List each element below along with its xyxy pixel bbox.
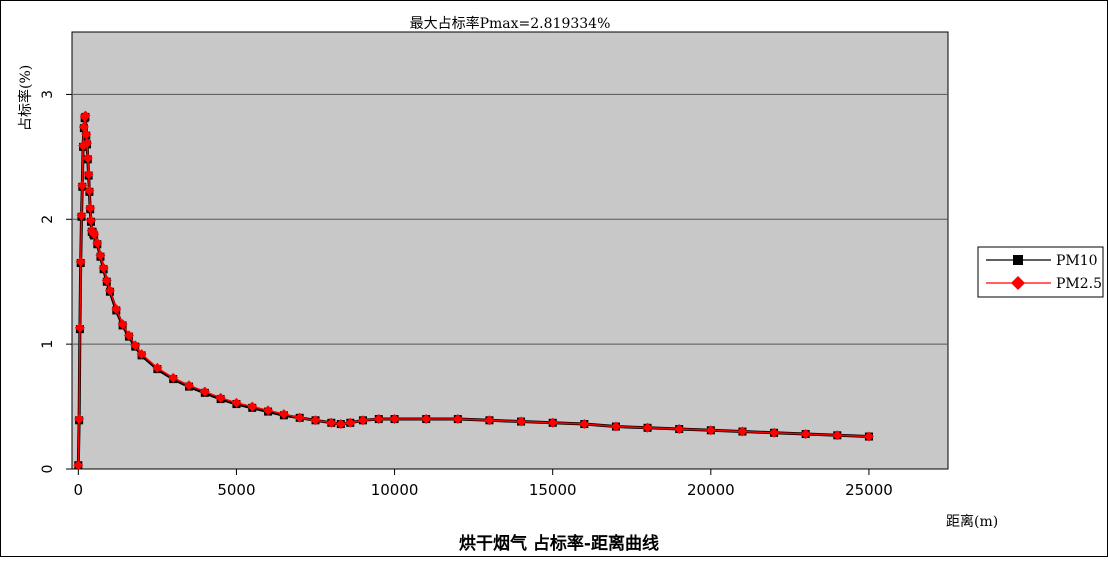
y-tick-label: 3 xyxy=(40,90,56,99)
plot-area xyxy=(71,31,949,470)
point-pm25 xyxy=(98,262,109,273)
x-tick-label: 20000 xyxy=(687,481,735,499)
point-pm25 xyxy=(863,431,874,442)
point-pm25 xyxy=(92,238,103,249)
point-pm25 xyxy=(104,285,115,296)
point-pm25 xyxy=(294,412,305,423)
point-pm25 xyxy=(389,414,400,425)
point-pm25 xyxy=(263,405,274,416)
point-pm25 xyxy=(82,138,93,149)
point-pm25 xyxy=(278,409,289,420)
legend: PM10 PM2.5 xyxy=(977,246,1104,298)
x-tick-label: 25000 xyxy=(845,481,893,499)
point-pm25 xyxy=(642,422,653,433)
point-pm25 xyxy=(345,417,356,428)
point-pm25 xyxy=(184,380,195,391)
point-pm25 xyxy=(74,322,85,333)
point-pm25 xyxy=(800,429,811,440)
point-pm25 xyxy=(78,121,89,132)
point-pm25 xyxy=(136,349,147,360)
point-pm25 xyxy=(674,424,685,435)
x-tick-label: 15000 xyxy=(529,481,577,499)
point-pm25 xyxy=(85,203,96,214)
point-pm25 xyxy=(83,169,94,180)
point-pm25 xyxy=(547,417,558,428)
point-pm25 xyxy=(75,256,86,267)
point-pm25 xyxy=(152,362,163,373)
point-pm25 xyxy=(452,414,463,425)
y-tick-label: 0 xyxy=(40,465,56,474)
point-pm25 xyxy=(705,425,716,436)
point-pm25 xyxy=(74,414,85,425)
point-pm25 xyxy=(610,421,621,432)
point-pm25 xyxy=(81,129,92,140)
point-pm25 xyxy=(335,419,346,430)
point-pm25 xyxy=(737,426,748,437)
point-pm25 xyxy=(168,372,179,383)
x-tick-label: 0 xyxy=(74,481,84,499)
axes: 0 1 2 3 0 5000 10000 15000 20000 25000 xyxy=(40,90,893,499)
point-pm25 xyxy=(80,110,91,121)
series-layer xyxy=(73,110,874,471)
point-pm25 xyxy=(326,417,337,428)
y-axis-label: 占标率(%) xyxy=(17,65,34,131)
point-pm25 xyxy=(84,185,95,196)
point-pm25 xyxy=(357,415,368,426)
point-pm25 xyxy=(247,401,258,412)
point-pm25 xyxy=(89,229,100,240)
point-pm25 xyxy=(76,210,87,221)
point-pm25 xyxy=(117,319,128,330)
x-axis-label: 距离(m) xyxy=(946,513,998,530)
legend-marker-pm25 xyxy=(1011,276,1025,290)
legend-label-pm10: PM10 xyxy=(1056,253,1098,269)
point-pm25 xyxy=(101,275,112,286)
point-pm25 xyxy=(579,419,590,430)
chart-title: 最大占标率Pmax=2.819334% xyxy=(410,15,611,32)
x-tick-label: 10000 xyxy=(371,481,419,499)
grid-lines xyxy=(72,93,948,345)
point-pm25 xyxy=(95,250,106,261)
point-pm25 xyxy=(111,304,122,315)
point-pm25 xyxy=(123,330,134,341)
point-pm25 xyxy=(421,414,432,425)
y-tick-label: 1 xyxy=(40,340,56,349)
point-pm25 xyxy=(215,392,226,403)
point-pm25 xyxy=(85,215,96,226)
point-pm25 xyxy=(199,386,210,397)
legend-box xyxy=(977,246,1104,298)
point-pm25 xyxy=(231,397,242,408)
point-pm25 xyxy=(832,430,843,441)
point-pm25 xyxy=(77,180,88,191)
point-pm25 xyxy=(484,415,495,426)
legend-label-pm25: PM2.5 xyxy=(1056,276,1102,292)
point-pm25 xyxy=(310,415,321,426)
footer-title: 烘干烟气 占标率-距离曲线 xyxy=(459,533,659,554)
point-pm25 xyxy=(373,414,384,425)
point-pm25 xyxy=(73,460,84,471)
point-pm25 xyxy=(130,340,141,351)
legend-marker-pm10 xyxy=(1013,255,1023,265)
point-pm25 xyxy=(82,153,93,164)
point-pm25 xyxy=(516,416,527,427)
x-tick-label: 5000 xyxy=(217,481,255,499)
y-tick-label: 2 xyxy=(40,215,56,224)
point-pm25 xyxy=(769,427,780,438)
